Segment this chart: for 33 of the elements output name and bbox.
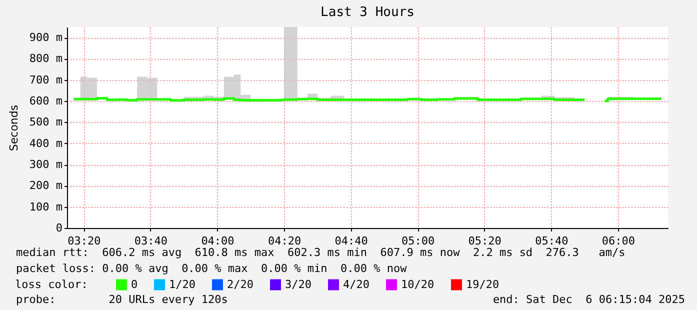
legend-label: 0 (131, 278, 138, 291)
y-tick-label: 400 m (29, 136, 63, 150)
y-tick-label: 300 m (29, 158, 63, 172)
text: end: Sat Dec 6 06:15:04 2025 (492, 293, 685, 306)
x-tick-label: 06:00 (602, 234, 635, 248)
y-tick-label: 0 (56, 222, 62, 234)
x-tick-label: 03:40 (134, 234, 168, 248)
y-tick-label: 700 m (29, 73, 63, 86)
x-tick-label: 04:40 (334, 234, 368, 248)
legend-label: 2/20 (227, 278, 254, 291)
x-tick-label: 05:00 (402, 234, 435, 248)
text: probe: 20 URLs every 120s (16, 293, 228, 306)
x-tick-label: 04:00 (201, 234, 234, 248)
x-tick-label: 05:40 (535, 234, 568, 248)
y-tick-label: 900 m (29, 31, 63, 44)
legend-label: 19/20 (466, 278, 500, 291)
x-tick-label: 03:20 (68, 234, 101, 248)
legend-label: 1/20 (169, 278, 196, 291)
chart-title: Last 3 Hours (320, 5, 414, 20)
text: median rtt: 606.2 ms avg 610.8 ms max 602.3 ms min 607.9 ms now 2.2 ms sd 276.3 am/s (16, 246, 626, 259)
y-tick-label: 800 m (29, 52, 63, 66)
x-tick-label: 04:20 (268, 234, 302, 248)
text: packet loss: 0.00 % avg 0.00 % max 0.00 % min 0.00 % now (16, 262, 407, 275)
y-axis-title: Seconds (7, 104, 20, 152)
legend-label: 3/20 (285, 278, 312, 291)
y-tick-label: 500 m (29, 116, 63, 129)
x-tick-label: 05:20 (468, 234, 502, 248)
y-tick-label: 100 m (29, 200, 63, 214)
y-tick-label: 600 m (29, 94, 63, 108)
legend-label: 4/20 (343, 278, 370, 291)
y-tick-label: 200 m (29, 179, 63, 192)
legend-title: loss color: (15, 278, 88, 291)
legend-label: 10/20 (401, 278, 434, 291)
